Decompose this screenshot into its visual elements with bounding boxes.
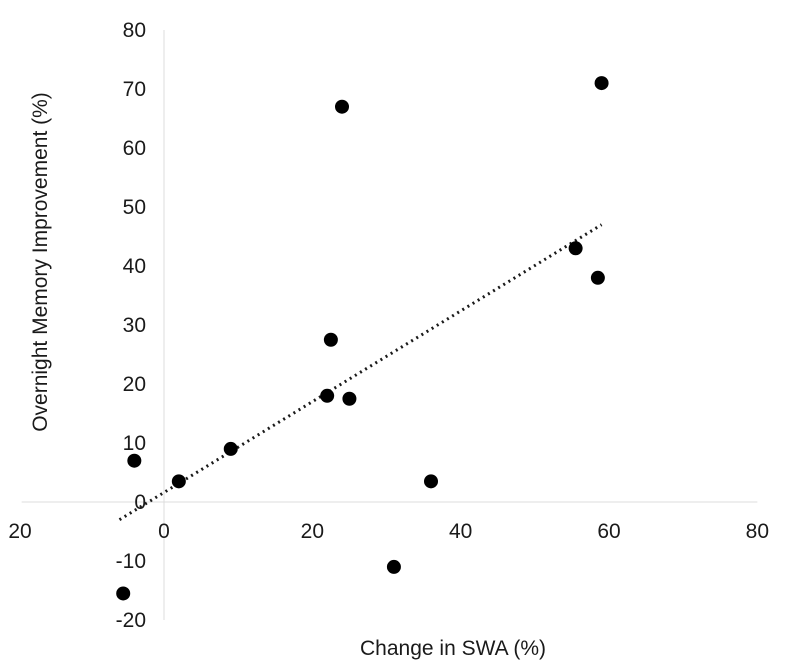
y-tick-label: 70 bbox=[123, 78, 146, 101]
data-point bbox=[320, 388, 335, 403]
data-point bbox=[223, 441, 238, 456]
data-point bbox=[127, 453, 142, 468]
x-tick-label: 20 bbox=[8, 520, 31, 543]
axes bbox=[21, 30, 758, 620]
x-tick-label: 20 bbox=[301, 520, 324, 543]
x-tick-label: 40 bbox=[449, 520, 472, 543]
points-layer bbox=[116, 76, 609, 601]
x-tick-label: 0 bbox=[158, 520, 170, 543]
data-point bbox=[342, 391, 357, 406]
data-point bbox=[594, 76, 609, 91]
data-point bbox=[335, 99, 349, 114]
data-point bbox=[424, 474, 438, 489]
data-point bbox=[323, 332, 338, 347]
y-tick-label: 10 bbox=[123, 432, 146, 455]
y-tick-label: 60 bbox=[123, 137, 146, 160]
x-axis-title: Change in SWA (%) bbox=[360, 637, 546, 660]
y-axis-title: Overnight Memory Improvement (%) bbox=[29, 92, 52, 432]
data-point bbox=[116, 586, 131, 601]
trendline-layer bbox=[118, 223, 603, 521]
trendline bbox=[118, 223, 603, 521]
y-tick-label: -20 bbox=[116, 609, 146, 632]
y-tick-label: 30 bbox=[123, 314, 146, 337]
y-tick-label: 40 bbox=[123, 255, 146, 278]
y-tick-label: 80 bbox=[123, 19, 146, 42]
x-tick-label: 60 bbox=[597, 520, 620, 543]
data-point bbox=[386, 559, 401, 574]
x-tick-labels: 20 0 20 40 60 80 bbox=[8, 520, 769, 543]
y-tick-labels: -20 -10 0 10 20 30 40 50 60 70 80 bbox=[116, 19, 146, 632]
y-tick-label: 50 bbox=[123, 196, 146, 219]
x-tick-label: 80 bbox=[746, 520, 769, 543]
y-tick-label: 20 bbox=[123, 373, 146, 396]
y-tick-label: -10 bbox=[116, 550, 146, 573]
data-point bbox=[171, 474, 186, 489]
data-point bbox=[590, 270, 605, 285]
y-tick-label: 0 bbox=[134, 491, 146, 514]
data-point bbox=[568, 241, 583, 256]
